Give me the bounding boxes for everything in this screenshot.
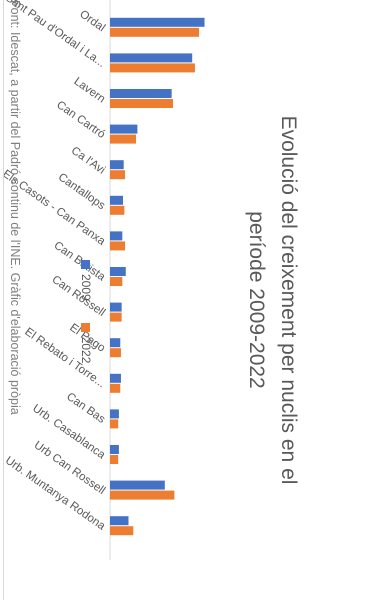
bar-2022-1 [110, 63, 195, 73]
bar-2022-2 [109, 99, 174, 108]
bar-2022-0 [110, 27, 200, 37]
legend-label-2009: 2009 [79, 274, 93, 301]
bar-2022-8 [110, 312, 122, 322]
bar-2022-12 [110, 455, 119, 464]
bar-2009-11 [109, 409, 119, 419]
legend-item-2022: 2022 [79, 322, 93, 364]
bar-2022-10 [109, 383, 121, 393]
bar-2022-6 [110, 241, 126, 251]
bar-2022-5 [109, 205, 125, 215]
bar-2009-5 [109, 195, 124, 205]
bar-2009-3 [109, 124, 138, 134]
category-label: Ca l'Avi [69, 145, 107, 177]
bar-2022-14 [109, 526, 134, 536]
bar-2009-7 [110, 267, 126, 276]
chart-plot: 0100200300400500600700800OrdalSant Pau d… [0, 0, 205, 560]
bar-2022-3 [109, 134, 137, 144]
bar-2022-11 [110, 419, 119, 429]
category-label: Lavern [71, 75, 107, 105]
bar-2009-12 [109, 445, 119, 454]
chart-legend: 2009 2022 [79, 260, 93, 363]
bar-2009-0 [110, 17, 205, 27]
bar-2022-13 [110, 490, 175, 500]
category-label: Ordal [77, 8, 107, 34]
category-label: Cantallops [56, 171, 108, 212]
legend-label-2022: 2022 [79, 336, 93, 364]
bar-2009-8 [110, 302, 122, 312]
bar-2022-4 [110, 170, 126, 180]
chart-border [3, 0, 4, 600]
legend-item-2009: 2009 [79, 260, 93, 301]
bar-2009-6 [110, 231, 123, 241]
bar-2009-14 [109, 516, 129, 526]
legend-swatch-2022 [81, 322, 91, 332]
bar-2009-4 [109, 160, 124, 170]
category-label: Can Bas [64, 391, 107, 426]
bar-2009-2 [109, 89, 172, 98]
legend-swatch-2009 [81, 260, 91, 269]
bar-2009-13 [110, 480, 165, 490]
bar-2009-9 [109, 338, 121, 348]
bar-2022-7 [110, 277, 123, 286]
bar-2009-10 [110, 373, 121, 383]
bar-2022-9 [110, 348, 121, 358]
bar-2009-1 [110, 53, 193, 63]
category-label: Can Cartró [54, 99, 107, 141]
source-note: Font: Idescat, a partir del Padró contin… [8, 0, 22, 415]
